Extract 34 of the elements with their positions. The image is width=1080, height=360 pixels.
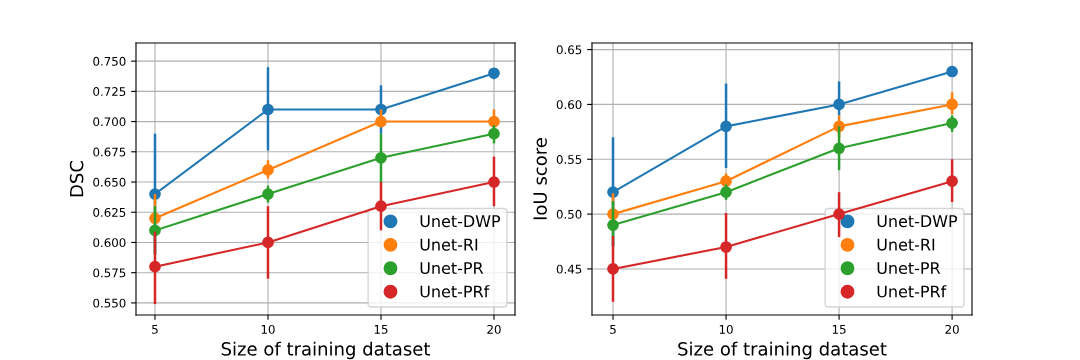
y-tick-label: 0.675: [93, 147, 126, 157]
y-axis-title: IoU score: [533, 138, 547, 220]
x-tick-label: 15: [832, 325, 846, 334]
legend-label: Unet-PRf: [420, 285, 490, 298]
y-tick-label: 0.700: [93, 117, 126, 127]
x-tick-label: 10: [719, 324, 733, 334]
y-tick-label: 0.725: [93, 87, 126, 97]
y-tick-label: 0.575: [93, 268, 126, 278]
legend-label: Unet-PR: [420, 262, 484, 275]
legend-label: Unet-DWP: [877, 215, 958, 228]
x-tick-label: 20: [487, 324, 501, 334]
legend-label: Unet-PR: [877, 262, 941, 275]
y-tick-label: 0.55: [556, 154, 582, 164]
x-axis-title: Size of training dataset: [221, 341, 431, 360]
x-tick-label: 5: [152, 325, 158, 334]
y-tick-label: 0.550: [93, 298, 126, 308]
x-tick-label: 10: [261, 324, 275, 334]
x-tick-label: 20: [945, 324, 959, 334]
y-tick-label: 0.750: [93, 56, 126, 66]
y-tick-label: 0.650: [93, 177, 126, 187]
legend-label: Unet-RI: [877, 238, 935, 251]
y-tick-label: 0.600: [93, 238, 126, 248]
legend-label: Unet-RI: [420, 238, 478, 251]
y-tick-label: 0.65: [556, 45, 582, 55]
legend-label: Unet-DWP: [420, 215, 501, 228]
x-axis-title: Size of training dataset: [678, 341, 887, 360]
y-axis-title: DSC: [69, 160, 84, 197]
y-tick-label: 0.625: [93, 207, 126, 217]
y-tick-label: 0.50: [556, 209, 582, 219]
y-tick-label: 0.45: [556, 264, 582, 274]
y-tick-label: 0.60: [556, 100, 582, 110]
x-tick-label: 15: [374, 325, 388, 334]
legend-label: Unet-PRf: [877, 285, 947, 298]
x-tick-label: 5: [610, 325, 616, 334]
